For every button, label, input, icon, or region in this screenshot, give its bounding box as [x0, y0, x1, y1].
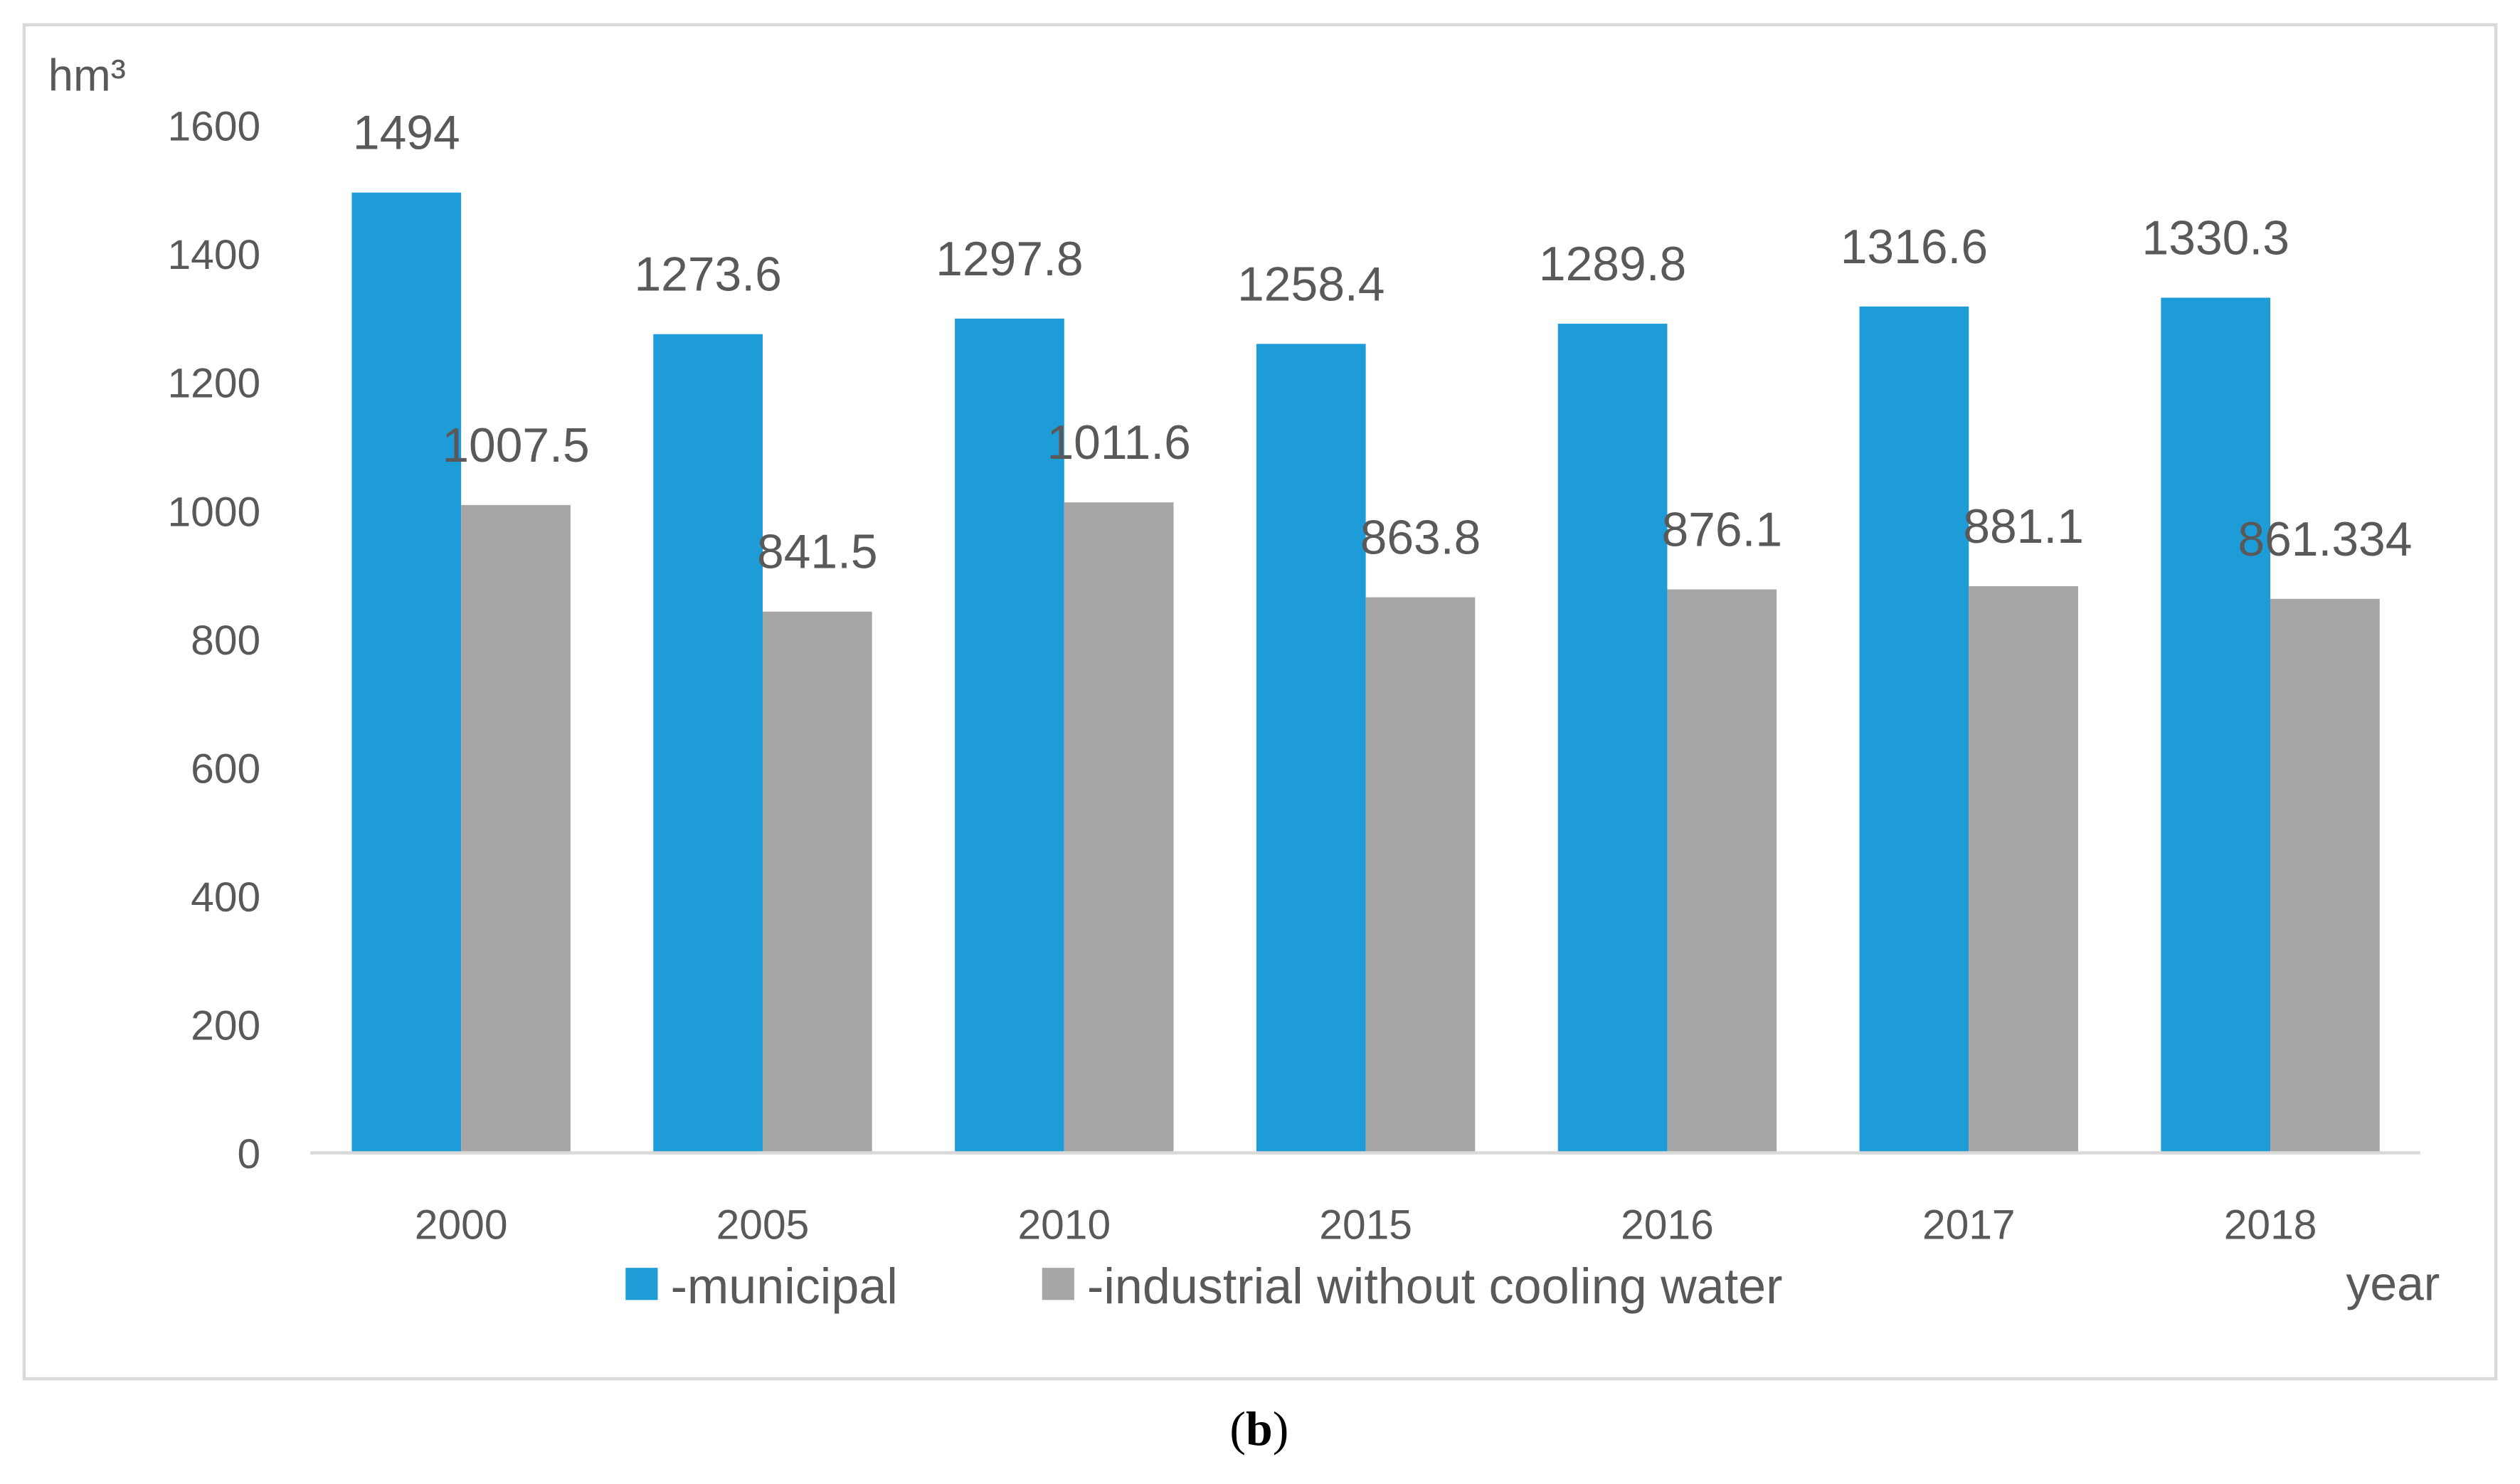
y-tick-label: 0 — [237, 1131, 260, 1177]
legend-swatch — [1042, 1268, 1074, 1300]
data-label: 1273.6 — [634, 248, 781, 302]
legend-swatch — [625, 1268, 658, 1300]
bar-municipal — [653, 334, 763, 1152]
data-label: 841.5 — [757, 526, 878, 579]
x-tick-label: 2016 — [1621, 1202, 1714, 1248]
y-tick-label: 600 — [191, 746, 260, 792]
legend-label: -municipal — [671, 1258, 898, 1314]
bar-municipal — [1557, 324, 1668, 1152]
bar-municipal — [1859, 306, 1969, 1152]
data-label: 1316.6 — [1841, 221, 1988, 274]
x-tick-label: 2010 — [1017, 1202, 1111, 1248]
data-label: 1011.6 — [1047, 416, 1190, 470]
bar-industrial — [1667, 589, 1777, 1152]
bar-industrial — [1365, 597, 1476, 1152]
figure-caption: (b) — [1229, 1402, 1288, 1456]
data-label: 1330.3 — [2142, 211, 2289, 265]
data-label: 863.8 — [1360, 512, 1481, 565]
bar-industrial — [2270, 598, 2380, 1152]
x-tick-label: 2005 — [716, 1202, 810, 1248]
data-label: 881.1 — [1963, 500, 2084, 553]
legend-label: -industrial without cooling water — [1087, 1258, 1782, 1314]
x-tick-label: 2000 — [415, 1202, 508, 1248]
data-label: 1007.5 — [442, 419, 589, 472]
data-label: 1494 — [353, 107, 460, 160]
bar-municipal — [351, 192, 462, 1152]
bar-municipal — [955, 318, 1064, 1152]
x-axis-label: year — [2346, 1257, 2440, 1310]
y-tick-label: 1400 — [167, 232, 260, 278]
x-tick-label: 2018 — [2224, 1202, 2317, 1248]
bar-municipal — [2161, 297, 2271, 1152]
y-tick-label: 1600 — [167, 104, 260, 150]
bar-industrial — [1064, 502, 1174, 1152]
y-tick-label: 200 — [191, 1002, 260, 1049]
y-tick-label: 800 — [191, 618, 260, 664]
x-tick-label: 2015 — [1319, 1202, 1412, 1248]
data-label: 1297.8 — [936, 233, 1083, 286]
y-axis-label: hm³ — [48, 51, 126, 101]
bar-industrial — [1969, 585, 2078, 1152]
data-label: 1258.4 — [1237, 258, 1385, 311]
data-label: 876.1 — [1661, 503, 1782, 556]
y-tick-label: 1000 — [167, 489, 260, 535]
y-tick-label: 1200 — [167, 361, 260, 407]
x-tick-label: 2017 — [1922, 1202, 2016, 1248]
bar-municipal — [1256, 344, 1366, 1152]
data-label: 861.334 — [2238, 513, 2412, 566]
bar-industrial — [461, 504, 571, 1152]
data-label: 1289.8 — [1539, 238, 1686, 291]
bar-industrial — [762, 611, 872, 1152]
y-tick-label: 400 — [191, 874, 260, 921]
